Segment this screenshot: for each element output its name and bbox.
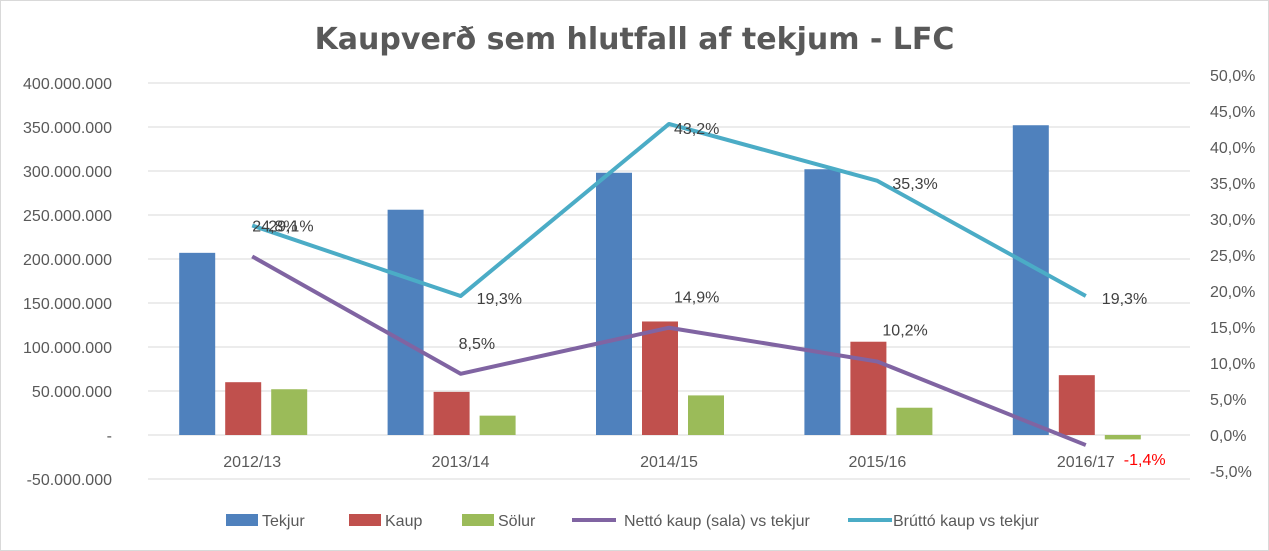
data-labels: 24,8% 8,5% 14,9% 10,2% -1,4% 29,1% 19,3% 43,2% 3… xyxy=(252,121,1165,469)
y-left-tick-label: 50.000.000 xyxy=(32,384,112,401)
x-tick-label: 2014/15 xyxy=(640,454,698,471)
bar-sölur xyxy=(1104,435,1141,440)
y-left-tick-label: 100.000.000 xyxy=(23,340,112,357)
y-right-tick-label: 25,0% xyxy=(1210,248,1255,265)
x-tick-label: 2016/17 xyxy=(1057,454,1115,471)
bar-tekjur xyxy=(387,209,424,435)
bar-sölur xyxy=(688,395,724,435)
legend-swatch xyxy=(349,514,381,526)
x-tick-label: 2012/13 xyxy=(223,454,281,471)
legend: Tekjur Kaup Sölur Nettó kaup (sala) vs tekj… xyxy=(226,513,1040,530)
y-left-tick-label: 400.000.000 xyxy=(23,76,112,93)
data-label: 29,1% xyxy=(268,218,313,235)
data-label: 8,5% xyxy=(459,336,495,353)
data-label: 19,3% xyxy=(1102,291,1147,308)
y-left-tick-label: -50.000.000 xyxy=(27,472,113,489)
y-right-tick-label: 35,0% xyxy=(1210,176,1255,193)
y-right-tick-label: 40,0% xyxy=(1210,140,1255,157)
y-right-tick-label: 45,0% xyxy=(1210,104,1255,121)
bar-kaup xyxy=(642,321,678,435)
legend-label: Tekjur xyxy=(262,513,305,530)
y-left-tick-label: 200.000.000 xyxy=(23,252,112,269)
x-tick-label: 2015/16 xyxy=(848,454,906,471)
line-series-brutto xyxy=(251,121,1087,299)
legend-label: Kaup xyxy=(385,513,422,530)
legend-label: Nettó kaup (sala) vs tekjur xyxy=(624,513,811,530)
x-tick-label: 2013/14 xyxy=(432,454,490,471)
y-left-tick-label: 250.000.000 xyxy=(23,208,112,225)
line-series-netto xyxy=(251,254,1087,447)
bar-sölur xyxy=(896,407,933,435)
y-right-tick-label: 30,0% xyxy=(1210,212,1255,229)
legend-label: Brúttó kaup vs tekjur xyxy=(893,513,1040,530)
bar-kaup xyxy=(225,382,262,435)
y-left-tick-label: 300.000.000 xyxy=(23,164,112,181)
bar-sölur xyxy=(479,415,516,435)
legend-swatch xyxy=(226,514,258,526)
data-label: 24,8% xyxy=(252,218,297,235)
y-right-tick-label: 0,0% xyxy=(1210,428,1246,445)
chart-title: Kaupverð sem hlutfall af tekjum - LFC xyxy=(314,22,955,57)
legend-label: Sölur xyxy=(498,513,536,530)
data-label: 10,2% xyxy=(882,323,927,340)
y-right-tick-label: 10,0% xyxy=(1210,356,1255,373)
data-label: 19,3% xyxy=(477,291,522,308)
data-label: 35,3% xyxy=(892,176,937,193)
bar-tekjur xyxy=(804,169,841,436)
axes: 400.000.000 350.000.000 300.000.000 250.000… xyxy=(23,68,1255,489)
y-right-tick-label: 50,0% xyxy=(1210,68,1255,85)
y-right-tick-label: 5,0% xyxy=(1210,392,1246,409)
y-right-tick-label: 15,0% xyxy=(1210,320,1255,337)
lines xyxy=(251,121,1087,447)
legend-swatch xyxy=(462,514,494,526)
bar-tekjur xyxy=(1012,125,1049,436)
data-label: -1,4% xyxy=(1124,452,1166,469)
data-label: 14,9% xyxy=(674,290,719,307)
bar-tekjur xyxy=(596,172,632,435)
y-right-tick-label: -5,0% xyxy=(1210,464,1252,481)
y-right-tick-label: 20,0% xyxy=(1210,284,1255,301)
bar-sölur xyxy=(271,389,308,435)
y-left-tick-label: - xyxy=(107,428,112,445)
y-left-tick-label: 150.000.000 xyxy=(23,296,112,313)
data-label: 43,2% xyxy=(674,121,719,138)
y-left-tick-label: 350.000.000 xyxy=(23,120,112,137)
bar-kaup xyxy=(433,391,470,435)
bars xyxy=(179,125,1141,440)
bar-kaup xyxy=(850,341,887,435)
bar-tekjur xyxy=(179,252,216,435)
bar-kaup xyxy=(1058,375,1095,435)
